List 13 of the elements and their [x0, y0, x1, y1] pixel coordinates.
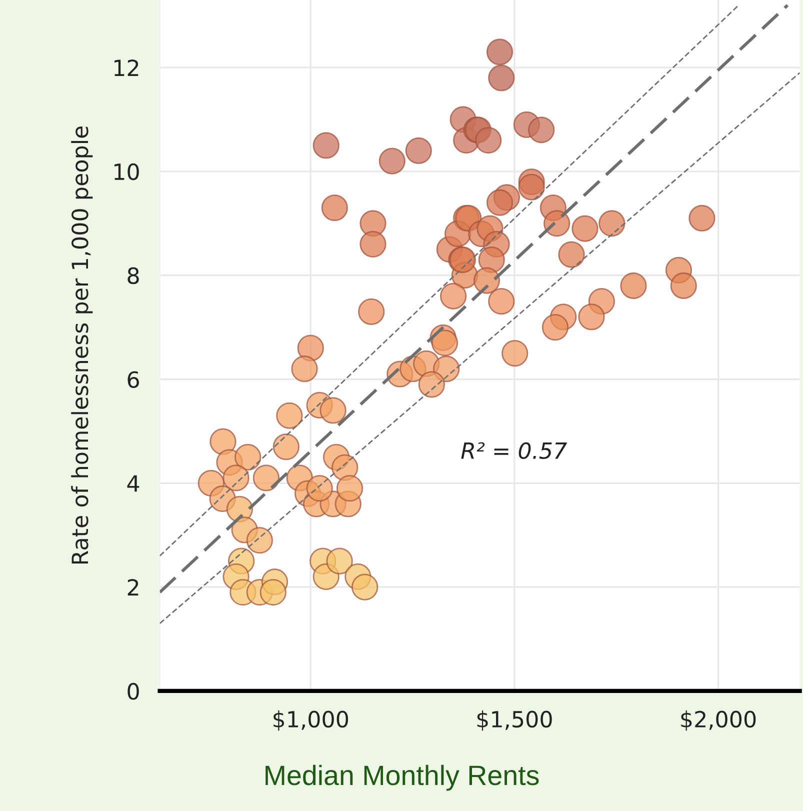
y-tick-label: 6: [128, 371, 139, 388]
y-axis-title: Rate of homelessness per 1,000 people: [71, 126, 93, 564]
y-tick-label: 8: [128, 267, 139, 284]
x-axis-title: Median Monthly Rents: [266, 764, 539, 791]
y-tick-label: 4: [127, 475, 140, 492]
annotation: R² = 0.57: [461, 442, 567, 460]
x-tick-label: $1,500: [477, 710, 552, 731]
y-tick-label: 0: [128, 682, 139, 700]
x-tick-label: $1,000: [274, 710, 348, 731]
x-tick-label: $2,000: [681, 710, 756, 731]
y-tick-label: 12: [114, 59, 138, 76]
y-tick-label: 10: [114, 163, 139, 180]
y-tick-label: 2: [128, 579, 138, 596]
